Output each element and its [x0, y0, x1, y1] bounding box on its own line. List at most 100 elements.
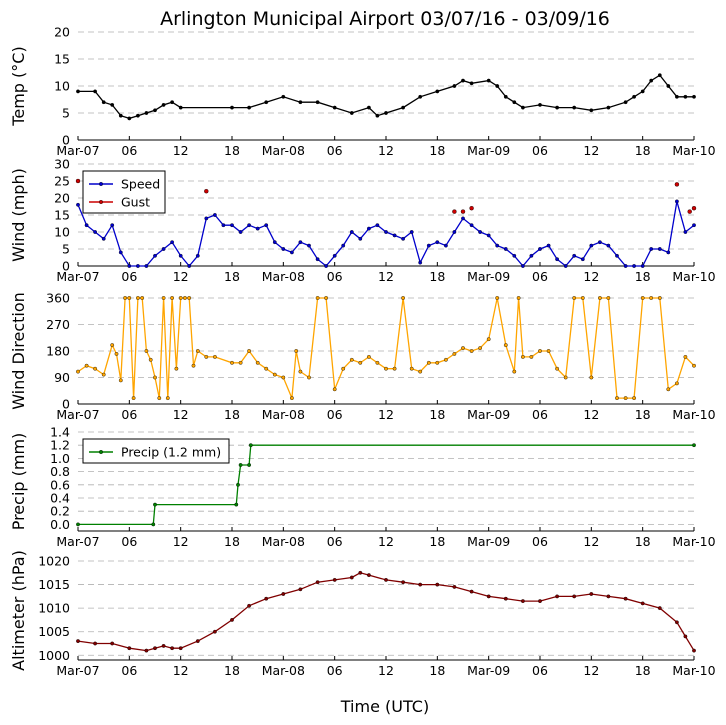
wind-speed-point — [486, 233, 491, 238]
wind-direction-point — [606, 296, 611, 300]
temp-point — [657, 73, 662, 78]
altimeter-x-tick-label: 06 — [327, 663, 343, 678]
wind-direction-point — [349, 357, 354, 362]
wind-speed-point — [418, 260, 423, 265]
wind-speed-point — [632, 264, 636, 268]
wind-speed-point — [135, 264, 140, 268]
direction-panel: 0 90 180 270 360 Mar-07 06 12 18 Mar-08 06 12 18 Mar-… — [9, 291, 716, 423]
altimeter-point — [281, 592, 286, 596]
wind-x-tick-label: Mar-09 — [467, 269, 510, 284]
direction-x-tick-label: 18 — [635, 407, 651, 422]
wind-direction-point — [521, 354, 525, 359]
temp-x-tick-label: Mar-08 — [262, 143, 305, 158]
wind-speed-point — [264, 223, 269, 228]
wind-direction-point — [174, 366, 179, 371]
wind-direction-point — [563, 375, 568, 380]
precip-y-tick-label: 1.0 — [50, 451, 70, 466]
temp-point — [401, 105, 405, 110]
temp-point — [366, 105, 371, 110]
wind-direction-line — [77, 297, 695, 399]
temp-point — [623, 100, 628, 105]
temp-point — [135, 113, 140, 118]
direction-y-tick-label: 360 — [46, 291, 70, 306]
wind-speed-point — [204, 216, 209, 221]
wind-speed-point — [366, 226, 371, 231]
altimeter-point — [127, 646, 132, 651]
wind-direction-point — [486, 337, 491, 342]
temp-x-tick-label: 06 — [121, 143, 137, 158]
temp-point — [469, 81, 474, 86]
wind-direction-point — [324, 296, 328, 300]
wind-direction-point — [512, 369, 517, 374]
wind-speed-point — [307, 243, 311, 248]
wind-direction-point — [294, 349, 299, 353]
precip-point — [236, 482, 240, 487]
precip-x-tick-label: Mar-07 — [56, 534, 99, 549]
direction-x-tick-label: Mar-07 — [56, 407, 99, 422]
wind-direction-point — [178, 296, 183, 300]
wind-direction-point — [135, 296, 140, 300]
altimeter-point — [657, 606, 662, 610]
wind-speed-point — [469, 223, 474, 228]
wind-x-tick-label: 12 — [173, 269, 189, 284]
precip-x-tick-label: Mar-08 — [262, 534, 305, 549]
altimeter-point — [178, 646, 183, 651]
wind-direction-point — [289, 396, 294, 400]
wind-direction-point — [478, 346, 482, 350]
temp-point — [298, 100, 303, 105]
wind-speed-point — [289, 250, 294, 255]
wind-x-tick-label: Mar-07 — [56, 269, 99, 284]
altimeter-point — [683, 634, 688, 639]
wind-speed-point — [332, 253, 337, 258]
wind-speed-point — [426, 243, 431, 248]
wind-speed-point — [640, 264, 645, 268]
temp-point — [281, 94, 286, 99]
wind-gust-point — [460, 209, 466, 214]
wind-y-tick-label: 0 — [62, 259, 70, 274]
altimeter-point — [555, 594, 559, 599]
wind-x-tick-label: 18 — [429, 269, 445, 284]
precip-y-tick-label: 1.4 — [50, 425, 70, 440]
wind-speed-point — [521, 264, 525, 268]
wind-speed-point — [341, 243, 346, 248]
direction-y-tick-label: 90 — [54, 370, 70, 385]
wind-speed-point — [675, 199, 679, 204]
wind-speed-point — [324, 264, 328, 268]
wind-speed-point — [384, 230, 388, 234]
temp-point — [666, 84, 671, 88]
altimeter-point — [161, 644, 166, 648]
altimeter-point — [675, 620, 679, 625]
temp-point — [93, 89, 98, 94]
wind-y-tick-label: 10 — [54, 225, 70, 240]
wind-direction-point — [153, 375, 157, 380]
wind-y-tick-label: 15 — [54, 208, 70, 223]
wind-direction-point — [392, 366, 397, 371]
precip-legend-marker — [98, 450, 103, 455]
altimeter-x-tick-label: 18 — [635, 663, 651, 678]
precip-point — [76, 522, 80, 527]
wind-direction-point — [435, 360, 440, 365]
wind-direction-point — [238, 360, 243, 365]
wind-direction-point — [546, 349, 551, 353]
wind-direction-point — [341, 366, 346, 371]
altimeter-point — [623, 596, 628, 601]
wind-x-tick-label: 06 — [532, 269, 548, 284]
altimeter-x-tick-label: Mar-07 — [56, 663, 99, 678]
wind-direction-point — [516, 296, 521, 300]
direction-x-tick-label: 18 — [224, 407, 240, 422]
wind-gust-point — [691, 205, 697, 211]
wind-legend-label: Speed — [121, 177, 160, 192]
precip-point — [234, 502, 239, 507]
temp-point — [375, 113, 380, 118]
wind-speed-point — [692, 223, 696, 228]
wind-direction-point — [615, 396, 619, 400]
temp-point — [264, 100, 269, 105]
altimeter-x-tick-label: 12 — [583, 663, 599, 678]
wind-direction-point — [281, 375, 286, 380]
wind-direction-point — [182, 296, 187, 300]
wind-direction-point — [426, 360, 431, 365]
direction-y-tick-label: 0 — [62, 397, 70, 412]
temp-point — [692, 94, 696, 99]
altimeter-point — [469, 589, 474, 594]
wind-x-tick-label: Mar-10 — [672, 269, 715, 284]
